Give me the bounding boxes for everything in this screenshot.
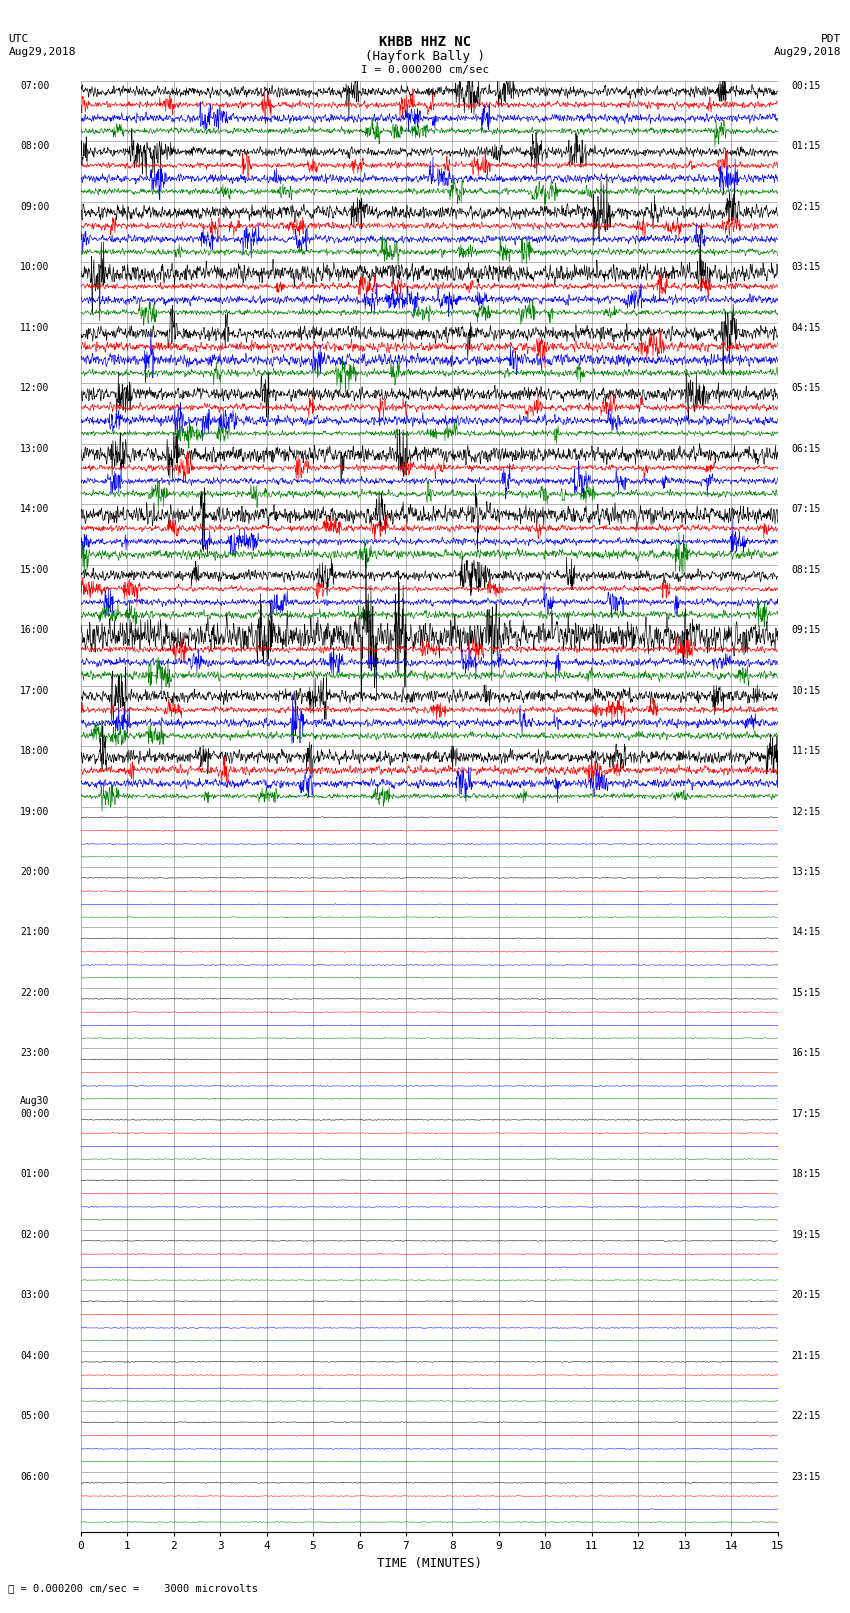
Text: 10:00: 10:00: [20, 263, 49, 273]
Text: 23:00: 23:00: [20, 1048, 49, 1058]
Text: 02:00: 02:00: [20, 1231, 49, 1240]
Text: 03:15: 03:15: [791, 263, 821, 273]
Text: 16:15: 16:15: [791, 1048, 821, 1058]
Text: 02:15: 02:15: [791, 202, 821, 211]
Text: 16:00: 16:00: [20, 626, 49, 636]
Text: KHBB HHZ NC: KHBB HHZ NC: [379, 35, 471, 50]
Text: 19:00: 19:00: [20, 806, 49, 816]
Text: 08:00: 08:00: [20, 142, 49, 152]
Text: 05:15: 05:15: [791, 384, 821, 394]
Text: 09:15: 09:15: [791, 626, 821, 636]
Text: 17:00: 17:00: [20, 686, 49, 695]
Text: 23:15: 23:15: [791, 1471, 821, 1482]
Text: 18:15: 18:15: [791, 1169, 821, 1179]
Text: ⪽ = 0.000200 cm/sec =    3000 microvolts: ⪽ = 0.000200 cm/sec = 3000 microvolts: [8, 1584, 258, 1594]
Text: 06:00: 06:00: [20, 1471, 49, 1482]
Text: 19:15: 19:15: [791, 1231, 821, 1240]
Text: 12:15: 12:15: [791, 806, 821, 816]
Text: 17:15: 17:15: [791, 1110, 821, 1119]
Text: 04:15: 04:15: [791, 323, 821, 332]
Text: 07:15: 07:15: [791, 503, 821, 515]
Text: 15:00: 15:00: [20, 565, 49, 574]
Text: Aug29,2018: Aug29,2018: [774, 47, 842, 56]
Text: 20:00: 20:00: [20, 868, 49, 877]
Text: 15:15: 15:15: [791, 987, 821, 998]
Text: 10:15: 10:15: [791, 686, 821, 695]
Text: 09:00: 09:00: [20, 202, 49, 211]
Text: 18:00: 18:00: [20, 747, 49, 756]
Text: 00:00: 00:00: [20, 1110, 49, 1119]
Text: I = 0.000200 cm/sec: I = 0.000200 cm/sec: [361, 65, 489, 74]
Text: 04:00: 04:00: [20, 1352, 49, 1361]
Text: Aug29,2018: Aug29,2018: [8, 47, 76, 56]
Text: UTC: UTC: [8, 34, 29, 44]
Text: 13:00: 13:00: [20, 444, 49, 453]
Text: 22:15: 22:15: [791, 1411, 821, 1421]
Text: 06:15: 06:15: [791, 444, 821, 453]
Text: 03:00: 03:00: [20, 1290, 49, 1300]
Text: 14:15: 14:15: [791, 927, 821, 937]
Text: 21:00: 21:00: [20, 927, 49, 937]
Text: 13:15: 13:15: [791, 868, 821, 877]
Text: 07:00: 07:00: [20, 81, 49, 90]
Text: 11:15: 11:15: [791, 747, 821, 756]
Text: Aug30: Aug30: [20, 1095, 49, 1107]
Text: 05:00: 05:00: [20, 1411, 49, 1421]
Text: 01:15: 01:15: [791, 142, 821, 152]
Text: 00:15: 00:15: [791, 81, 821, 90]
Text: 11:00: 11:00: [20, 323, 49, 332]
Text: 22:00: 22:00: [20, 987, 49, 998]
X-axis label: TIME (MINUTES): TIME (MINUTES): [377, 1557, 482, 1569]
Text: 21:15: 21:15: [791, 1352, 821, 1361]
Text: 14:00: 14:00: [20, 503, 49, 515]
Text: PDT: PDT: [821, 34, 842, 44]
Text: 01:00: 01:00: [20, 1169, 49, 1179]
Text: 12:00: 12:00: [20, 384, 49, 394]
Text: (Hayfork Bally ): (Hayfork Bally ): [365, 50, 485, 63]
Text: 20:15: 20:15: [791, 1290, 821, 1300]
Text: 08:15: 08:15: [791, 565, 821, 574]
